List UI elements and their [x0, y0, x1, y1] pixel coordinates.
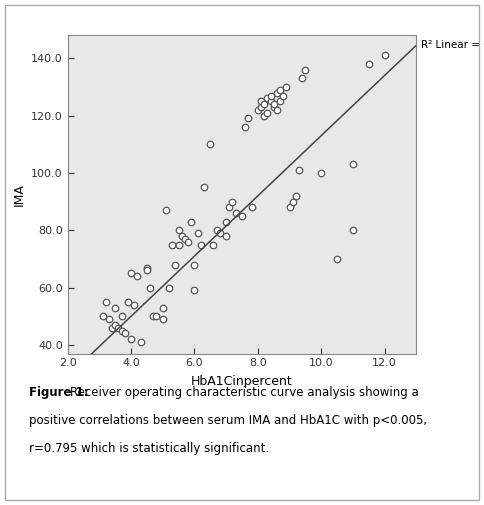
- Text: Figure 1:: Figure 1:: [29, 386, 93, 399]
- Point: [276, 86, 284, 94]
- Point: [127, 269, 135, 277]
- Point: [159, 304, 166, 312]
- Point: [244, 115, 252, 123]
- Point: [194, 229, 201, 237]
- Point: [137, 338, 145, 346]
- Point: [105, 315, 113, 323]
- Point: [197, 240, 205, 248]
- Point: [260, 112, 268, 120]
- Point: [286, 204, 293, 212]
- Point: [175, 226, 182, 234]
- Point: [178, 232, 186, 240]
- Point: [365, 60, 373, 68]
- Point: [242, 123, 249, 131]
- Point: [159, 315, 166, 323]
- Text: positive correlations between serum IMA and HbA1C with p<0.005,: positive correlations between serum IMA …: [29, 414, 427, 427]
- Point: [298, 74, 306, 82]
- Y-axis label: IMA: IMA: [13, 183, 26, 206]
- Point: [200, 183, 208, 191]
- Point: [333, 255, 341, 263]
- Point: [168, 240, 176, 248]
- Point: [210, 240, 217, 248]
- Point: [267, 91, 274, 99]
- Point: [349, 160, 357, 168]
- Point: [273, 89, 281, 97]
- Point: [270, 100, 277, 108]
- Point: [111, 304, 119, 312]
- Point: [216, 229, 224, 237]
- Point: [207, 140, 214, 148]
- Point: [276, 97, 284, 106]
- Point: [381, 52, 389, 60]
- Point: [248, 204, 256, 212]
- Point: [257, 97, 265, 106]
- Point: [283, 83, 290, 91]
- Text: Receiver operating characteristic curve analysis showing a: Receiver operating characteristic curve …: [70, 386, 419, 399]
- Point: [238, 212, 246, 220]
- Point: [228, 197, 236, 206]
- Point: [222, 232, 230, 240]
- Point: [191, 286, 198, 294]
- Point: [267, 97, 274, 106]
- Point: [187, 218, 195, 226]
- X-axis label: HbA1Cinpercent: HbA1Cinpercent: [191, 375, 293, 388]
- Point: [102, 298, 110, 306]
- Point: [222, 218, 230, 226]
- Point: [172, 261, 180, 269]
- Point: [146, 283, 154, 291]
- Point: [213, 226, 221, 234]
- Point: [99, 312, 106, 320]
- Point: [181, 235, 189, 243]
- Point: [124, 298, 132, 306]
- Point: [143, 266, 151, 274]
- Point: [130, 301, 138, 309]
- Point: [226, 204, 233, 212]
- Point: [115, 324, 122, 332]
- Text: R² Linear = 0.632: R² Linear = 0.632: [421, 40, 484, 50]
- Point: [175, 240, 182, 248]
- Point: [302, 66, 309, 74]
- Point: [184, 238, 192, 246]
- Point: [270, 103, 277, 111]
- Point: [349, 226, 357, 234]
- Point: [127, 335, 135, 343]
- Point: [263, 109, 271, 117]
- Point: [232, 209, 240, 217]
- Point: [273, 106, 281, 114]
- Point: [289, 197, 297, 206]
- Point: [152, 312, 160, 320]
- Point: [134, 272, 141, 280]
- Point: [121, 329, 129, 337]
- Point: [254, 106, 262, 114]
- Point: [111, 321, 119, 329]
- Point: [257, 103, 265, 111]
- Point: [263, 94, 271, 103]
- Point: [143, 264, 151, 272]
- Point: [108, 324, 116, 332]
- Point: [165, 283, 173, 291]
- Point: [191, 261, 198, 269]
- Point: [318, 169, 325, 177]
- Point: [118, 312, 125, 320]
- Text: r=0.795 which is statistically significant.: r=0.795 which is statistically significa…: [29, 442, 269, 455]
- Point: [292, 192, 300, 200]
- Point: [118, 327, 125, 335]
- Point: [279, 91, 287, 99]
- Point: [260, 100, 268, 108]
- Point: [162, 206, 170, 214]
- Point: [295, 166, 303, 174]
- Point: [150, 312, 157, 320]
